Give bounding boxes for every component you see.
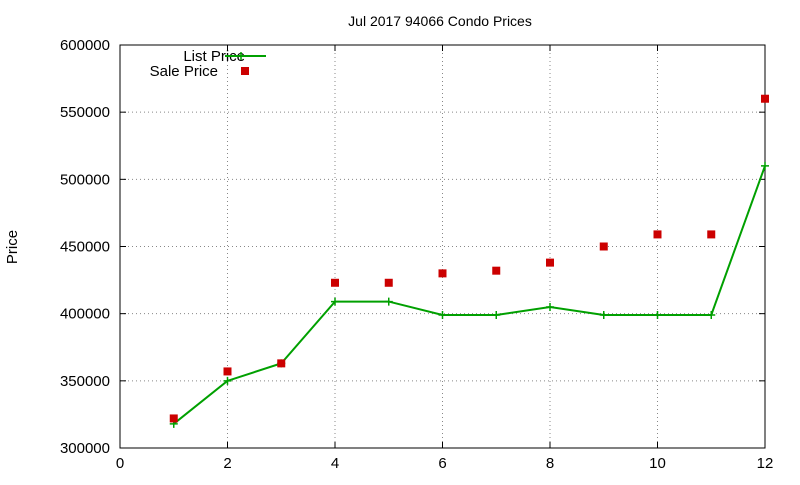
list-price-point <box>223 376 232 385</box>
sale-price-point <box>599 242 608 251</box>
sale-price-point <box>277 359 286 368</box>
x-tick-label: 8 <box>546 455 554 472</box>
chart-title: Jul 2017 94066 Condo Prices <box>348 13 532 29</box>
list-price-point <box>761 161 769 170</box>
list-price-point <box>653 311 662 320</box>
y-tick-label: 600000 <box>60 37 110 54</box>
x-tick-label: 6 <box>438 455 446 472</box>
y-tick-label: 500000 <box>60 171 110 188</box>
legend: List Price Sale Price <box>150 48 266 80</box>
sale-price-point <box>546 258 554 267</box>
list-price-point <box>438 311 447 320</box>
y-tick-label: 400000 <box>60 306 110 323</box>
sale-price-point <box>653 230 662 239</box>
list-price-point <box>599 311 608 320</box>
sale-price-point <box>492 266 501 275</box>
x-tick-label: 0 <box>116 455 124 472</box>
x-tick-label: 2 <box>223 455 231 472</box>
y-tick-label: 300000 <box>60 440 110 457</box>
list-price-point <box>492 311 501 320</box>
ticks: 0 2 4 6 8 10 12 300000 350000 400000 450000 500000 5… <box>60 37 773 472</box>
series <box>169 94 769 428</box>
list-price-point <box>384 297 393 306</box>
x-tick-label: 10 <box>649 455 666 472</box>
x-tick-label: 12 <box>757 455 774 472</box>
y-tick-label: 550000 <box>60 104 110 121</box>
legend-label-sale-price: Sale Price <box>150 63 218 80</box>
list-price-point <box>331 297 339 306</box>
sale-price-point <box>169 414 178 423</box>
y-axis-label: Price <box>4 230 21 264</box>
sale-price-point <box>384 278 393 287</box>
sale-price-point <box>438 269 447 278</box>
y-tick-label: 450000 <box>60 239 110 256</box>
x-tick-label: 4 <box>331 455 339 472</box>
legend-label-list-price: List Price <box>183 48 245 65</box>
legend-marker-sale-price <box>241 67 249 75</box>
sale-price-point <box>331 278 339 287</box>
list-price-line <box>173 165 766 425</box>
sale-price-point <box>223 367 232 376</box>
list-price-point <box>707 311 716 320</box>
list-price-point <box>546 302 554 311</box>
sale-price-point <box>761 94 769 103</box>
y-tick-label: 350000 <box>60 373 110 390</box>
legend-cross-list-price <box>237 52 245 60</box>
grid <box>120 45 765 448</box>
sale-price-point <box>707 230 716 239</box>
